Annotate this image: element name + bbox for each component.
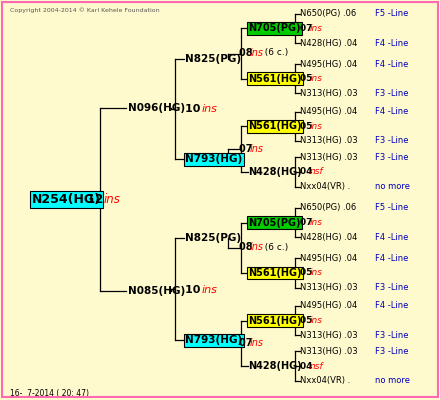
Text: (6 c.): (6 c.) [259, 243, 289, 252]
Text: N313(HG) .03: N313(HG) .03 [300, 153, 358, 162]
Text: 04: 04 [300, 362, 315, 370]
Text: N793(HG): N793(HG) [185, 335, 242, 345]
Text: 07: 07 [239, 144, 256, 154]
Text: F4 -Line: F4 -Line [375, 60, 409, 68]
Text: F3 -Line: F3 -Line [375, 89, 409, 98]
Text: F4 -Line: F4 -Line [375, 38, 409, 48]
Text: ins: ins [250, 48, 264, 58]
Text: N096(HG): N096(HG) [128, 104, 185, 114]
Text: N561(HG): N561(HG) [249, 268, 302, 278]
Text: N561(HG): N561(HG) [249, 121, 302, 131]
Text: N705(PG): N705(PG) [249, 23, 301, 33]
Text: ins: ins [250, 144, 264, 154]
Text: N495(HG) .04: N495(HG) .04 [300, 301, 357, 310]
Text: ins: ins [202, 285, 217, 295]
Text: N650(PG) .06: N650(PG) .06 [300, 9, 356, 18]
Text: F4 -Line: F4 -Line [375, 107, 409, 116]
Text: Nxx04(VR) .: Nxx04(VR) . [300, 376, 350, 385]
Text: Copyright 2004-2014 © Karl Kehele Foundation: Copyright 2004-2014 © Karl Kehele Founda… [10, 7, 160, 13]
Text: N428(HG) .04: N428(HG) .04 [300, 38, 357, 48]
Text: 04: 04 [300, 167, 315, 176]
Text: N705(PG): N705(PG) [249, 218, 301, 228]
Text: 12: 12 [87, 193, 107, 206]
Text: ins: ins [250, 338, 264, 348]
Text: 07: 07 [239, 338, 256, 348]
Text: N650(PG) .06: N650(PG) .06 [300, 204, 356, 212]
Text: N825(PG): N825(PG) [185, 54, 241, 64]
Text: F3 -Line: F3 -Line [375, 153, 409, 162]
Text: N254(HG): N254(HG) [32, 193, 101, 206]
Text: F3 -Line: F3 -Line [375, 283, 409, 292]
Text: 16-  7-2014 ( 20: 47): 16- 7-2014 ( 20: 47) [10, 388, 89, 398]
Text: 07: 07 [300, 218, 315, 227]
Text: N313(HG) .03: N313(HG) .03 [300, 347, 358, 356]
Text: nsf: nsf [310, 362, 323, 370]
Text: N495(HG) .04: N495(HG) .04 [300, 254, 357, 263]
Text: F3 -Line: F3 -Line [375, 136, 409, 146]
Text: ins: ins [310, 268, 323, 278]
Text: 05: 05 [300, 74, 315, 83]
Text: 08: 08 [239, 242, 256, 252]
Text: N428(HG): N428(HG) [249, 167, 302, 177]
Text: N561(HG): N561(HG) [249, 316, 302, 326]
Text: 05: 05 [300, 316, 315, 325]
Text: F4 -Line: F4 -Line [375, 254, 409, 263]
Text: ins: ins [310, 316, 323, 325]
Text: N085(HG): N085(HG) [128, 286, 185, 296]
Text: N313(HG) .03: N313(HG) .03 [300, 136, 358, 146]
Text: N495(HG) .04: N495(HG) .04 [300, 107, 357, 116]
Text: F4 -Line: F4 -Line [375, 233, 409, 242]
Text: F5 -Line: F5 -Line [375, 9, 409, 18]
Text: ins: ins [250, 242, 264, 252]
Text: N825(PG): N825(PG) [185, 234, 241, 244]
Text: ins: ins [202, 104, 217, 114]
Text: N428(HG): N428(HG) [249, 361, 302, 371]
Text: ins: ins [310, 24, 323, 33]
Text: Nxx04(VR) .: Nxx04(VR) . [300, 182, 350, 191]
Text: 07: 07 [300, 24, 315, 33]
Text: no more: no more [375, 376, 410, 385]
Text: F4 -Line: F4 -Line [375, 301, 409, 310]
Text: nsf: nsf [310, 167, 323, 176]
Text: N313(HG) .03: N313(HG) .03 [300, 89, 358, 98]
Text: ins: ins [310, 218, 323, 227]
Text: 05: 05 [300, 268, 315, 278]
Text: 05: 05 [300, 122, 315, 131]
Text: 10: 10 [185, 285, 204, 295]
Text: N313(HG) .03: N313(HG) .03 [300, 283, 358, 292]
Text: F3 -Line: F3 -Line [375, 331, 409, 340]
Text: no more: no more [375, 182, 410, 191]
Text: ins: ins [310, 74, 323, 83]
Text: N428(HG) .04: N428(HG) .04 [300, 233, 357, 242]
Text: 10: 10 [185, 104, 204, 114]
Text: ins: ins [310, 122, 323, 131]
Text: N495(HG) .04: N495(HG) .04 [300, 60, 357, 68]
Text: N793(HG): N793(HG) [185, 154, 242, 164]
Text: N561(HG): N561(HG) [249, 74, 302, 84]
Text: ins: ins [103, 193, 120, 206]
Text: (6 c.): (6 c.) [259, 48, 289, 58]
Text: 08: 08 [239, 48, 256, 58]
Text: N313(HG) .03: N313(HG) .03 [300, 331, 358, 340]
Text: F5 -Line: F5 -Line [375, 204, 409, 212]
Text: F3 -Line: F3 -Line [375, 347, 409, 356]
